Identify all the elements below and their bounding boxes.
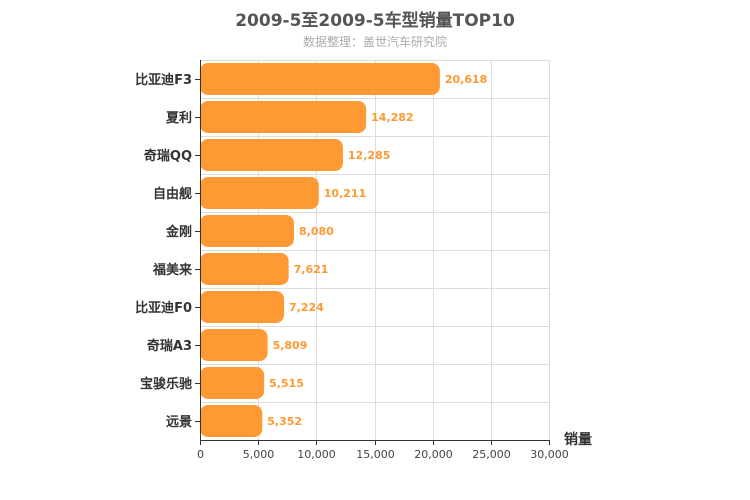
category-label: 比亚迪F3 [135,72,192,88]
value-label: 14,282 [371,111,413,124]
bar [200,101,367,133]
value-label: 5,809 [273,339,308,352]
value-label: 10,211 [324,187,366,200]
x-tick-label: 10,000 [297,448,336,461]
chart-title: 2009-5至2009-5车型销量TOP10 [235,11,515,31]
x-tick-label: 20,000 [414,448,453,461]
bars: 20,618 14,282 12,285 10,211 8,080 7,621 7,224 5… [200,63,487,437]
value-label: 5,515 [269,377,304,390]
category-label: 宝骏乐驰 [140,376,192,392]
category-label: 福美来 [152,262,193,278]
category-label: 金刚 [165,224,192,240]
value-label: 5,352 [267,415,302,428]
bar [200,177,319,209]
x-tick-label: 25,000 [472,448,511,461]
bar [200,215,294,247]
category-label: 远景 [166,415,192,430]
x-axis-title: 销量 [564,431,592,448]
value-label: 8,080 [299,225,334,238]
bar [200,329,268,361]
x-tick-label: 30,000 [530,448,569,461]
bar [200,139,343,171]
bar [200,253,289,285]
bar [200,367,265,399]
bar [200,405,263,437]
category-label: 奇瑞A3 [147,338,192,354]
category-label: 自由舰 [153,186,192,202]
value-label: 7,621 [294,263,329,276]
value-label: 20,618 [445,73,487,86]
x-tick-label: 0 [197,448,204,461]
category-label: 奇瑞QQ [144,148,192,164]
value-label: 12,285 [348,149,390,162]
x-tick-label: 15,000 [356,448,395,461]
category-label: 夏利 [165,110,192,126]
bar [200,291,285,323]
bar [200,63,440,95]
category-label: 比亚迪F0 [135,300,192,316]
x-tick-label: 5,000 [243,448,275,461]
gridlines [200,60,550,441]
axes: 0 5,000 10,000 15,000 20,000 25,000 30,000 比亚迪F… [135,60,569,461]
chart-subtitle: 数据整理：盖世汽车研究院 [302,35,447,49]
value-label: 7,224 [289,301,324,314]
